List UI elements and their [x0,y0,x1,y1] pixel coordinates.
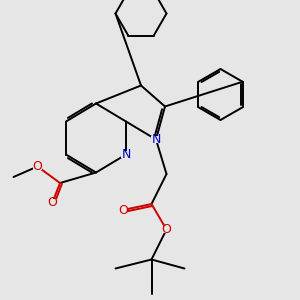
Text: O: O [33,160,42,173]
Text: O: O [162,223,171,236]
FancyBboxPatch shape [151,136,161,143]
FancyBboxPatch shape [119,207,127,213]
FancyBboxPatch shape [48,199,57,206]
Text: N: N [121,148,131,161]
Text: O: O [118,203,128,217]
Text: N: N [151,133,161,146]
Text: O: O [48,196,57,209]
FancyBboxPatch shape [162,226,171,233]
FancyBboxPatch shape [121,151,131,158]
FancyBboxPatch shape [33,163,42,170]
